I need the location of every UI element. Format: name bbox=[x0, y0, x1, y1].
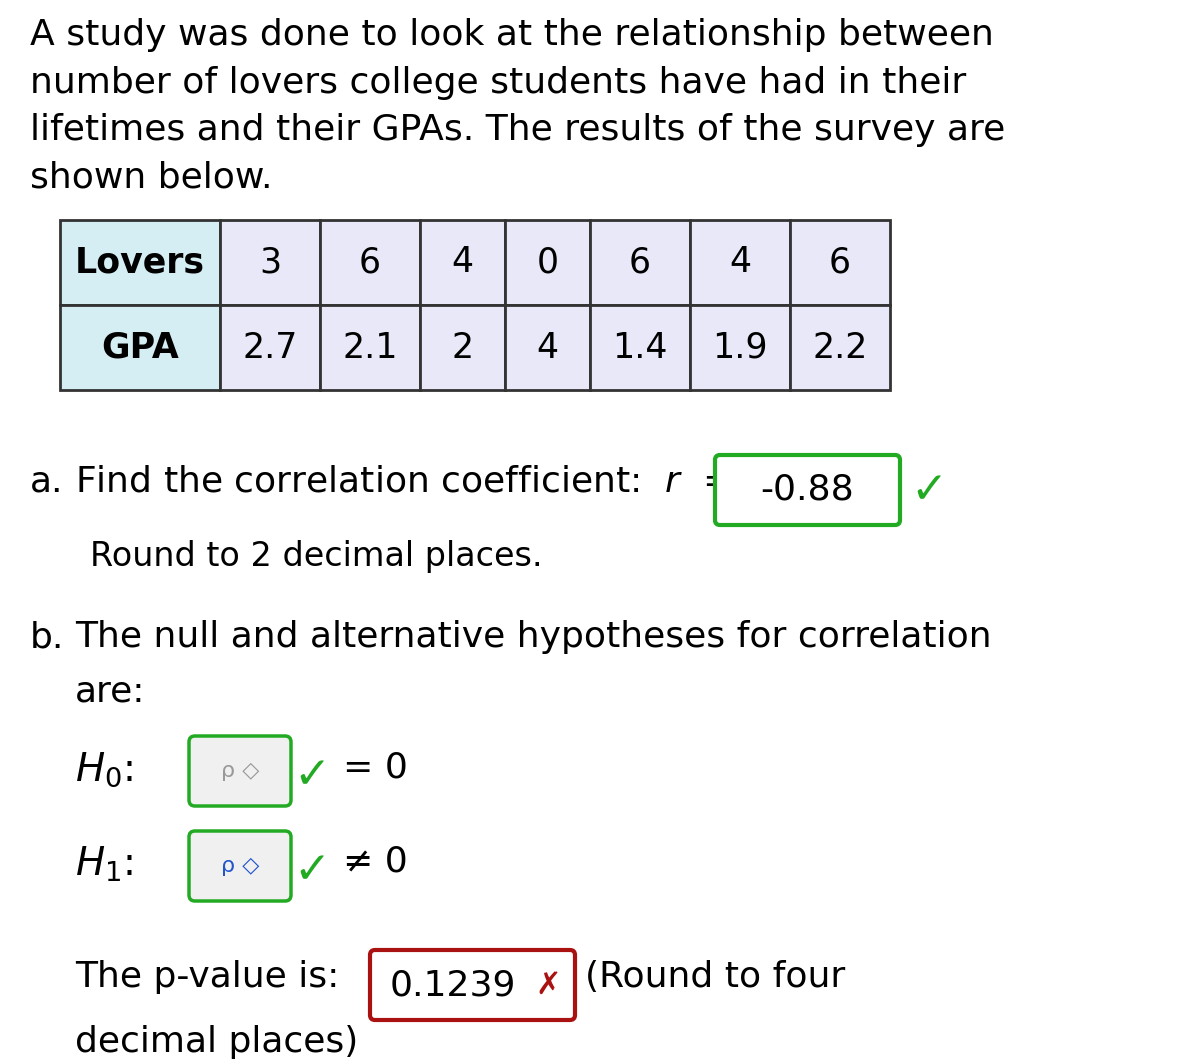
FancyBboxPatch shape bbox=[690, 305, 790, 390]
Text: 6: 6 bbox=[829, 245, 851, 279]
FancyBboxPatch shape bbox=[790, 305, 890, 390]
FancyBboxPatch shape bbox=[60, 305, 220, 390]
FancyBboxPatch shape bbox=[790, 220, 890, 305]
Text: ρ ◇: ρ ◇ bbox=[221, 761, 259, 781]
FancyBboxPatch shape bbox=[60, 220, 220, 305]
Text: 6: 6 bbox=[359, 245, 382, 279]
FancyBboxPatch shape bbox=[505, 220, 590, 305]
Text: 0: 0 bbox=[536, 245, 558, 279]
Text: The null and alternative hypotheses for correlation: The null and alternative hypotheses for … bbox=[74, 620, 991, 654]
Text: ✓: ✓ bbox=[910, 469, 947, 512]
Text: ✗: ✗ bbox=[535, 971, 560, 999]
Text: decimal places): decimal places) bbox=[74, 1025, 359, 1059]
FancyBboxPatch shape bbox=[590, 220, 690, 305]
Text: 2.1: 2.1 bbox=[342, 330, 397, 365]
Text: ✓: ✓ bbox=[293, 849, 330, 892]
Text: 1.4: 1.4 bbox=[612, 330, 667, 365]
Text: $H_0$:: $H_0$: bbox=[74, 750, 133, 788]
Text: ρ ◇: ρ ◇ bbox=[221, 856, 259, 876]
FancyBboxPatch shape bbox=[190, 736, 292, 806]
FancyBboxPatch shape bbox=[420, 220, 505, 305]
Text: 1.9: 1.9 bbox=[712, 330, 768, 365]
Text: ✓: ✓ bbox=[293, 754, 330, 797]
FancyBboxPatch shape bbox=[370, 950, 575, 1020]
FancyBboxPatch shape bbox=[190, 831, 292, 901]
Text: are:: are: bbox=[74, 675, 145, 709]
FancyBboxPatch shape bbox=[690, 220, 790, 305]
Text: $H_1$:: $H_1$: bbox=[74, 845, 133, 884]
Text: 2: 2 bbox=[451, 330, 474, 365]
Text: 6: 6 bbox=[629, 245, 652, 279]
Text: 3: 3 bbox=[259, 245, 281, 279]
FancyBboxPatch shape bbox=[590, 305, 690, 390]
Text: 2.7: 2.7 bbox=[242, 330, 298, 365]
Text: GPA: GPA bbox=[101, 330, 179, 365]
Text: = 0: = 0 bbox=[343, 750, 408, 784]
FancyBboxPatch shape bbox=[420, 305, 505, 390]
Text: 2.2: 2.2 bbox=[812, 330, 868, 365]
FancyBboxPatch shape bbox=[320, 220, 420, 305]
Text: (Round to four: (Round to four bbox=[586, 960, 845, 994]
FancyBboxPatch shape bbox=[220, 220, 320, 305]
FancyBboxPatch shape bbox=[320, 305, 420, 390]
Text: -0.88: -0.88 bbox=[761, 473, 854, 507]
Text: ≠ 0: ≠ 0 bbox=[343, 845, 408, 879]
Text: A study was done to look at the relationship between
number of lovers college st: A study was done to look at the relation… bbox=[30, 18, 1006, 194]
Text: 0.1239: 0.1239 bbox=[390, 968, 516, 1002]
Text: Round to 2 decimal places.: Round to 2 decimal places. bbox=[90, 540, 542, 573]
Text: Lovers: Lovers bbox=[74, 245, 205, 279]
Text: The p-value is:: The p-value is: bbox=[74, 960, 340, 994]
Text: b.: b. bbox=[30, 620, 65, 654]
FancyBboxPatch shape bbox=[505, 305, 590, 390]
Text: 4: 4 bbox=[536, 330, 558, 365]
Text: a.: a. bbox=[30, 465, 64, 499]
FancyBboxPatch shape bbox=[715, 455, 900, 525]
FancyBboxPatch shape bbox=[220, 305, 320, 390]
Text: Find the correlation coefficient:  $r$  =: Find the correlation coefficient: $r$ = bbox=[74, 465, 731, 499]
Text: 4: 4 bbox=[728, 245, 751, 279]
Text: 4: 4 bbox=[451, 245, 474, 279]
